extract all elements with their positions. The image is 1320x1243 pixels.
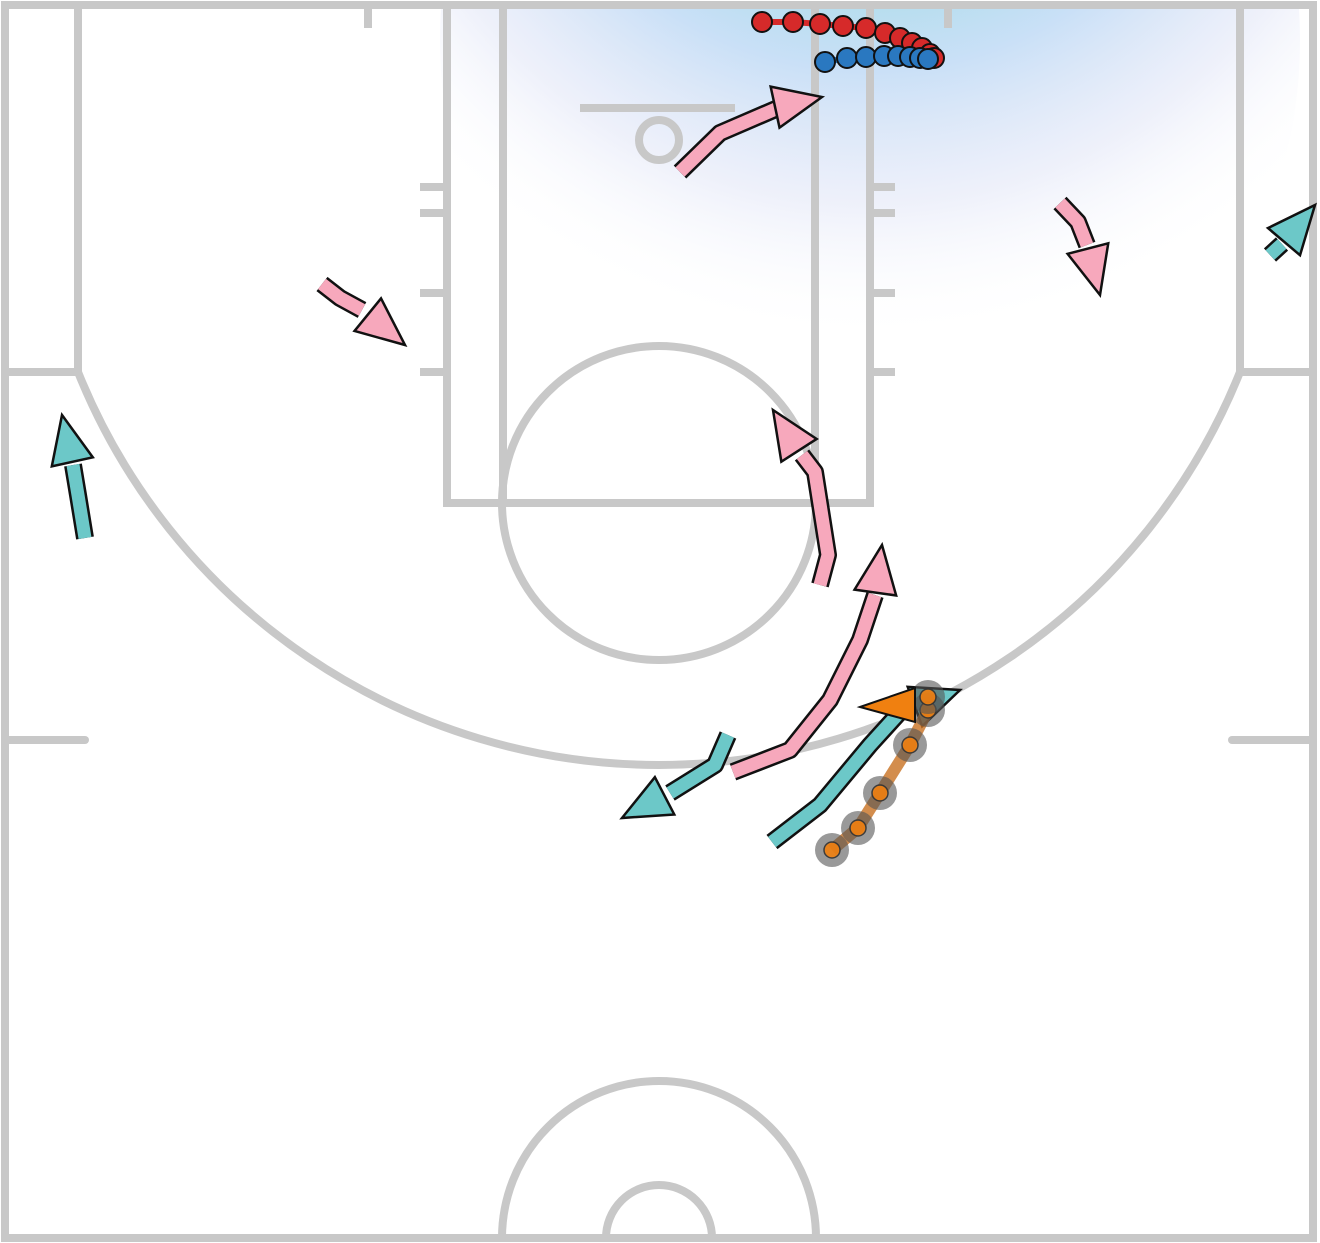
- play-marks: [50, 11, 1318, 867]
- arrow-shaft: [796, 451, 835, 587]
- dribble-dot: [849, 819, 867, 837]
- track-dot: [832, 15, 854, 37]
- arrow-shaft: [318, 278, 366, 316]
- pink-arrow: [729, 541, 898, 781]
- track-dot: [836, 47, 858, 69]
- track-dot: [782, 11, 804, 33]
- dribble-dot: [871, 784, 889, 802]
- dribble-dot: [901, 736, 919, 754]
- arrow-head: [1065, 241, 1110, 299]
- teal-arrow: [619, 731, 737, 820]
- blue-track: [814, 45, 939, 73]
- three-point-arc: [74, 370, 1244, 769]
- pink-arrow: [771, 407, 837, 588]
- arrow-shaft: [66, 463, 92, 540]
- arrow-shaft: [675, 99, 788, 177]
- arrow-shaft: [768, 707, 905, 848]
- center-circle: [498, 1077, 820, 1239]
- teal-arrow: [50, 411, 95, 540]
- arrow-head: [1265, 202, 1318, 258]
- arrow-shaft: [1055, 198, 1094, 248]
- teal-arrow: [1263, 202, 1318, 262]
- dribble-head: [856, 686, 916, 724]
- pink-arrow: [316, 276, 408, 347]
- arrow-shaft: [1265, 239, 1287, 260]
- arrow-shaft: [666, 732, 734, 799]
- track-dot: [814, 51, 836, 73]
- track-dot: [809, 13, 831, 35]
- arrow-outline: [729, 592, 884, 781]
- lane: [443, 1, 874, 507]
- arrow-head: [352, 296, 408, 347]
- pink-arrow: [1053, 196, 1110, 299]
- rim: [635, 116, 683, 164]
- arrow-head: [852, 541, 898, 597]
- track-dot: [751, 11, 773, 33]
- track-dot: [917, 48, 939, 70]
- arrow-head: [619, 774, 677, 820]
- arrow-head: [771, 407, 819, 464]
- arrow-shaft: [730, 592, 882, 779]
- dribble-path: [815, 680, 945, 867]
- center-circle-inner: [602, 1181, 716, 1239]
- dribble-dot: [823, 841, 841, 859]
- track-dot: [855, 46, 877, 68]
- arrow-head: [769, 85, 826, 130]
- track-dot: [855, 17, 877, 39]
- pink-arrow: [673, 85, 826, 179]
- dribble-dot: [919, 688, 937, 706]
- arrow-head: [50, 411, 95, 469]
